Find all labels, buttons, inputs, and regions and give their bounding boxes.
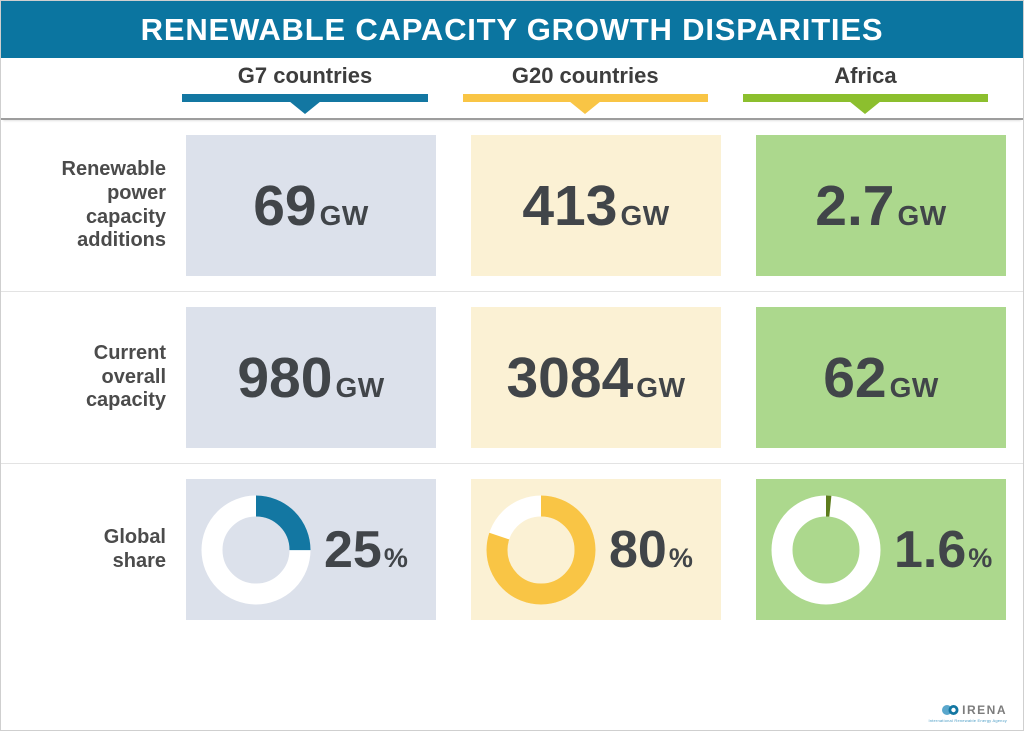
page-title: RENEWABLE CAPACITY GROWTH DISPARITIES bbox=[140, 11, 884, 47]
metric-value: 3084 bbox=[506, 345, 634, 410]
column-underline-bar bbox=[182, 94, 428, 115]
value-box-africa: 1.6% bbox=[756, 479, 1006, 620]
donut-segment bbox=[201, 495, 311, 604]
donut-chart bbox=[201, 495, 311, 604]
donut-segment bbox=[486, 495, 596, 604]
metric-unit: GW bbox=[889, 371, 939, 403]
triangle-pointer-icon bbox=[569, 101, 602, 115]
value-box-g20: 3084 GW bbox=[471, 307, 721, 448]
globe-icon bbox=[942, 705, 959, 715]
metric: 413 GW bbox=[522, 173, 669, 239]
donut-value: 80% bbox=[609, 520, 694, 579]
table-row-current-capacity: Current overall capacity 980 GW 3084 GW 62… bbox=[1, 291, 1023, 463]
column-underline-bar bbox=[462, 94, 708, 115]
column-label: Africa bbox=[834, 63, 897, 88]
row-label: Global share bbox=[103, 525, 166, 572]
value-box-g7: 980 GW bbox=[186, 307, 436, 448]
triangle-pointer-icon bbox=[849, 101, 882, 115]
metric: 2.7 GW bbox=[815, 173, 946, 239]
value-box-g7: 25% bbox=[186, 479, 436, 620]
value-box-g20: 413 GW bbox=[471, 135, 721, 276]
irena-tagline: International Renewable Energy Agency bbox=[928, 718, 1007, 723]
irena-logo-top: IRENA bbox=[942, 703, 1007, 717]
triangle-pointer-icon bbox=[289, 101, 322, 115]
metric-unit: GW bbox=[897, 199, 947, 231]
column-label: G20 countries bbox=[511, 63, 659, 88]
metric-value: 2.7 bbox=[815, 173, 895, 238]
value-box-g7: 69 GW bbox=[186, 135, 436, 276]
column-label: G7 countries bbox=[237, 63, 373, 88]
table-row-capacity-additions: Renewable power capacity additions 69 GW … bbox=[1, 120, 1023, 291]
metric-unit: GW bbox=[319, 199, 369, 231]
value-box-africa: 2.7 GW bbox=[756, 135, 1006, 276]
metric: 3084 GW bbox=[506, 345, 685, 411]
metric-value: 413 bbox=[522, 173, 618, 238]
donut-chart bbox=[486, 495, 596, 604]
value-box-g20: 80% bbox=[471, 479, 721, 620]
irena-logo: IRENA International Renewable Energy Age… bbox=[928, 703, 1007, 723]
table-row-global-share: Global share 25% 80% 1.6% bbox=[1, 463, 1023, 635]
column-header-row: G7 countries G20 countries Africa bbox=[1, 58, 1023, 120]
row-label: Renewable power capacity additions bbox=[61, 158, 166, 252]
metric: 69 GW bbox=[253, 173, 369, 239]
metric-value: 62 bbox=[823, 345, 887, 410]
column-header-africa: Africa bbox=[742, 58, 988, 118]
donut-ring bbox=[771, 495, 881, 604]
donut-chart bbox=[771, 495, 881, 604]
column-header-g20: G20 countries bbox=[462, 58, 708, 118]
metric-unit: GW bbox=[620, 199, 670, 231]
donut-segment bbox=[771, 495, 881, 604]
donut-value: 25% bbox=[324, 520, 409, 579]
title-bar: RENEWABLE CAPACITY GROWTH DISPARITIES bbox=[1, 1, 1023, 58]
metric-unit: GW bbox=[636, 371, 686, 403]
metric-value: 69 bbox=[253, 173, 317, 238]
column-underline-bar bbox=[742, 94, 988, 115]
metric-unit: GW bbox=[335, 371, 385, 403]
row-label: Current overall capacity bbox=[85, 342, 166, 412]
value-box-africa: 62 GW bbox=[756, 307, 1006, 448]
metric-value: 980 bbox=[237, 345, 333, 410]
irena-wordmark: IRENA bbox=[962, 703, 1007, 717]
column-header-g7: G7 countries bbox=[182, 58, 428, 118]
metric: 62 GW bbox=[823, 345, 939, 411]
row-label-spacer bbox=[1, 58, 182, 118]
metric: 980 GW bbox=[237, 345, 384, 411]
donut-value: 1.6% bbox=[894, 520, 993, 579]
